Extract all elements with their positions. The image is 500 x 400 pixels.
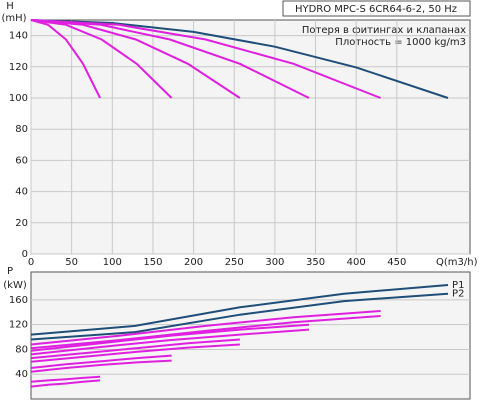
y-tick-label: 80 xyxy=(15,124,28,135)
x-axis-label: Q(m3/h) xyxy=(436,257,478,268)
y-axis-label: (kW) xyxy=(3,280,27,291)
y-tick-label: 100 xyxy=(9,93,28,104)
y-tick-label: 160 xyxy=(9,295,28,306)
x-tick-label: 250 xyxy=(225,257,244,268)
x-tick-label: 100 xyxy=(103,257,122,268)
x-tick-label: 150 xyxy=(143,257,162,268)
y-tick-label: 40 xyxy=(15,187,28,198)
curve xyxy=(30,315,381,350)
curve xyxy=(30,284,449,336)
x-tick-label: 450 xyxy=(387,257,406,268)
x-tick-label: 400 xyxy=(347,257,366,268)
y-tick-label: 120 xyxy=(9,62,28,73)
curve xyxy=(30,359,172,373)
curve xyxy=(30,310,381,346)
curve xyxy=(30,19,310,99)
x-tick-label: 0 xyxy=(28,257,34,268)
curve xyxy=(30,19,101,99)
x-tick-label: 300 xyxy=(265,257,284,268)
line-label: P2 xyxy=(452,289,464,300)
x-tick-label: 50 xyxy=(65,257,78,268)
y-tick-label: 20 xyxy=(15,218,28,229)
curve xyxy=(30,323,310,352)
y-tick-label: 40 xyxy=(15,369,28,380)
curve xyxy=(30,354,172,369)
x-tick-label: 200 xyxy=(184,257,203,268)
y-tick-label: 140 xyxy=(9,31,28,42)
y-tick-label: 120 xyxy=(9,320,28,331)
y-axis-label: H xyxy=(6,1,14,12)
plot-area-h xyxy=(30,19,471,255)
title-box xyxy=(282,0,471,17)
y-tick-label: 60 xyxy=(15,155,28,166)
annotation: Потеря в фитингах и клапанах xyxy=(302,25,466,36)
y-tick-label: 0 xyxy=(22,249,28,260)
curve xyxy=(30,343,240,363)
chart-title: HYDRO MPC-S 6CR64-6-2, 50 Hz xyxy=(295,4,457,15)
curve xyxy=(30,338,240,360)
annotation: Плотность = 1000 kg/m3 xyxy=(335,37,466,48)
curve xyxy=(30,375,101,383)
plot-area-p xyxy=(30,271,471,400)
y-tick-label: 80 xyxy=(15,344,28,355)
curve xyxy=(30,19,449,99)
curve xyxy=(30,328,310,356)
y-axis-label: (mH) xyxy=(1,13,26,24)
curve xyxy=(30,19,241,99)
line-label: P1 xyxy=(452,280,464,291)
y-axis-label: P xyxy=(7,266,13,277)
x-tick-label: 350 xyxy=(306,257,325,268)
curve xyxy=(30,19,173,99)
curve xyxy=(30,379,101,388)
curve xyxy=(30,292,449,341)
